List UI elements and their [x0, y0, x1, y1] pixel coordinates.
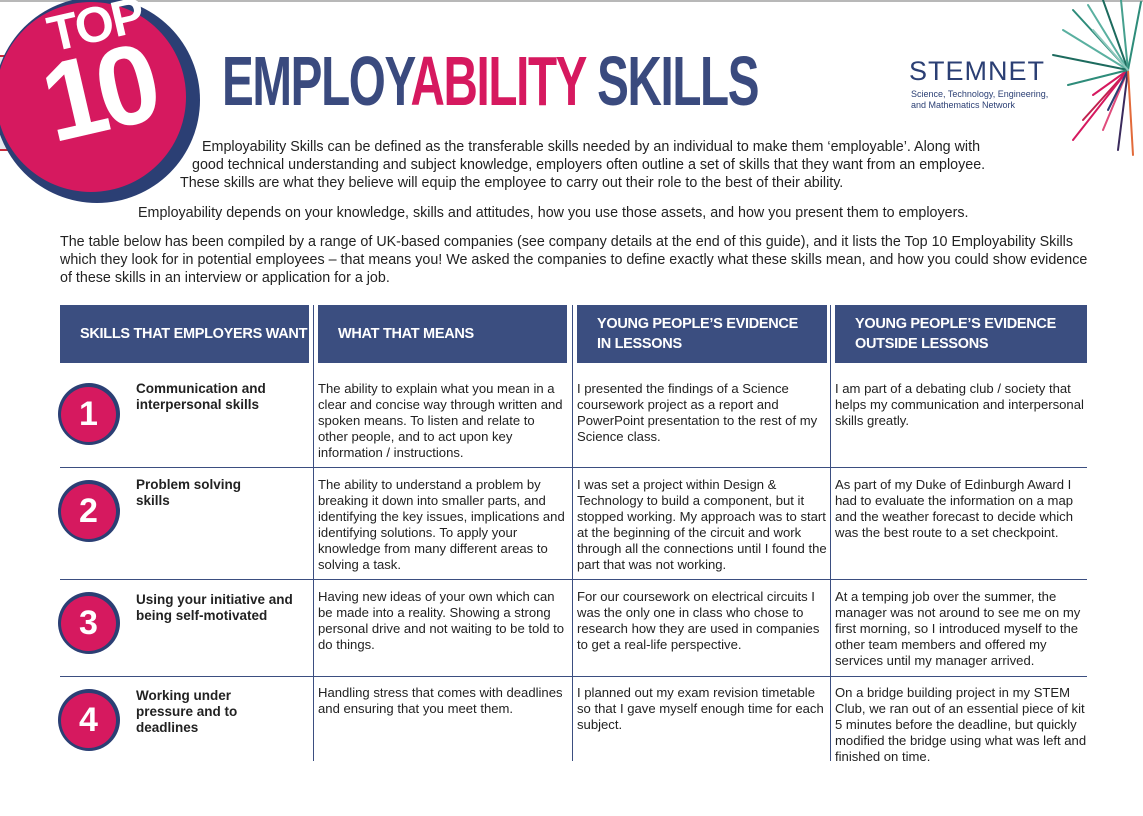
evidence-outside-lessons: On a bridge building project in my STEM … — [835, 685, 1087, 764]
header-in-lessons-label: YOUNG PEOPLE’S EVIDENCE IN LESSONS — [597, 316, 798, 352]
evidence-in-lessons: I presented the findings of a Science co… — [577, 381, 818, 444]
evidence-outside-lessons: I am part of a debating club / society t… — [835, 381, 1084, 428]
skill-number-badge: 4 — [58, 689, 120, 751]
evidence-outside-lessons: At a temping job over the summer, the ma… — [835, 589, 1081, 668]
intro-paragraph-1: Employability Skills can be defined as t… — [180, 138, 1050, 192]
row-divider-2 — [60, 579, 1087, 580]
header-outside-lessons-label: YOUNG PEOPLE’S EVIDENCE OUTSIDE LESSONS — [855, 316, 1056, 352]
skill-meaning: The ability to understand a problem by b… — [318, 477, 565, 572]
logo-subtitle-line-2: and Mathematics Network — [911, 100, 1016, 110]
decorative-burst-graphic — [1052, 0, 1142, 156]
skill-name: Problem solving skills — [136, 477, 242, 508]
evidence-in-lessons: I was set a project within Design & Tech… — [577, 477, 827, 572]
skill-number-badge: 3 — [58, 592, 120, 654]
intro-paragraph-2: Employability depends on your knowledge,… — [138, 205, 969, 221]
skill-meaning: Handling stress that comes with deadline… — [318, 685, 563, 716]
title-part-employ: EMPLOY — [222, 42, 412, 120]
intro-line-3: These skills are what they believe will … — [180, 175, 844, 191]
top-10-badge: TOP 10 — [0, 0, 200, 203]
column-divider-1 — [313, 305, 314, 761]
intro-paragraph-3: The table below has been compiled by a r… — [60, 234, 1088, 286]
header-meaning: WHAT THAT MEANS — [318, 305, 567, 363]
header-meaning-label: WHAT THAT MEANS — [338, 326, 474, 342]
title-part-ability: ABILITY — [410, 42, 586, 120]
skill-number: 2 — [61, 484, 116, 539]
header-in-lessons: YOUNG PEOPLE’S EVIDENCE IN LESSONS — [577, 305, 827, 363]
column-divider-3 — [830, 305, 831, 761]
top-rule — [0, 0, 1143, 2]
evidence-in-lessons: I planned out my exam revision timetable… — [577, 685, 824, 732]
page-title: EMPLOYABILITY SKILLS — [222, 46, 760, 116]
header-skills: SKILLS THAT EMPLOYERS WANT — [60, 305, 309, 363]
skill-name: Using your initiative and being self-mot… — [136, 592, 293, 623]
skill-number-badge: 1 — [58, 383, 120, 445]
evidence-in-lessons: For our coursework on electrical circuit… — [577, 589, 820, 652]
intro-line-1: Employability Skills can be defined as t… — [202, 139, 981, 155]
skill-number: 3 — [61, 596, 116, 651]
column-divider-2 — [572, 305, 573, 761]
stemnet-logo-subtitle: Science, Technology, Engineering, and Ma… — [911, 89, 1071, 111]
skill-meaning: Having new ideas of your own which can b… — [318, 589, 565, 652]
intro-line-2: good technical understanding and subject… — [192, 157, 986, 173]
skill-number: 1 — [61, 387, 116, 442]
skill-name: Communication and interpersonal skills — [136, 381, 266, 412]
skill-name: Working under pressure and to deadlines — [136, 688, 238, 735]
logo-subtitle-line-1: Science, Technology, Engineering, — [911, 89, 1049, 99]
skill-number: 4 — [61, 693, 116, 748]
evidence-outside-lessons: As part of my Duke of Edinburgh Award I … — [835, 477, 1074, 540]
row-divider-3 — [60, 676, 1087, 677]
header-outside-lessons: YOUNG PEOPLE’S EVIDENCE OUTSIDE LESSONS — [835, 305, 1087, 363]
skill-number-badge: 2 — [58, 480, 120, 542]
badge-inner-circle — [0, 2, 186, 192]
title-part-skills: SKILLS — [585, 42, 759, 120]
skill-meaning: The ability to explain what you mean in … — [318, 381, 563, 460]
stemnet-logo: STEMNET — [909, 56, 1046, 86]
row-divider-1 — [60, 467, 1087, 468]
header-skills-label: SKILLS THAT EMPLOYERS WANT — [80, 326, 308, 342]
